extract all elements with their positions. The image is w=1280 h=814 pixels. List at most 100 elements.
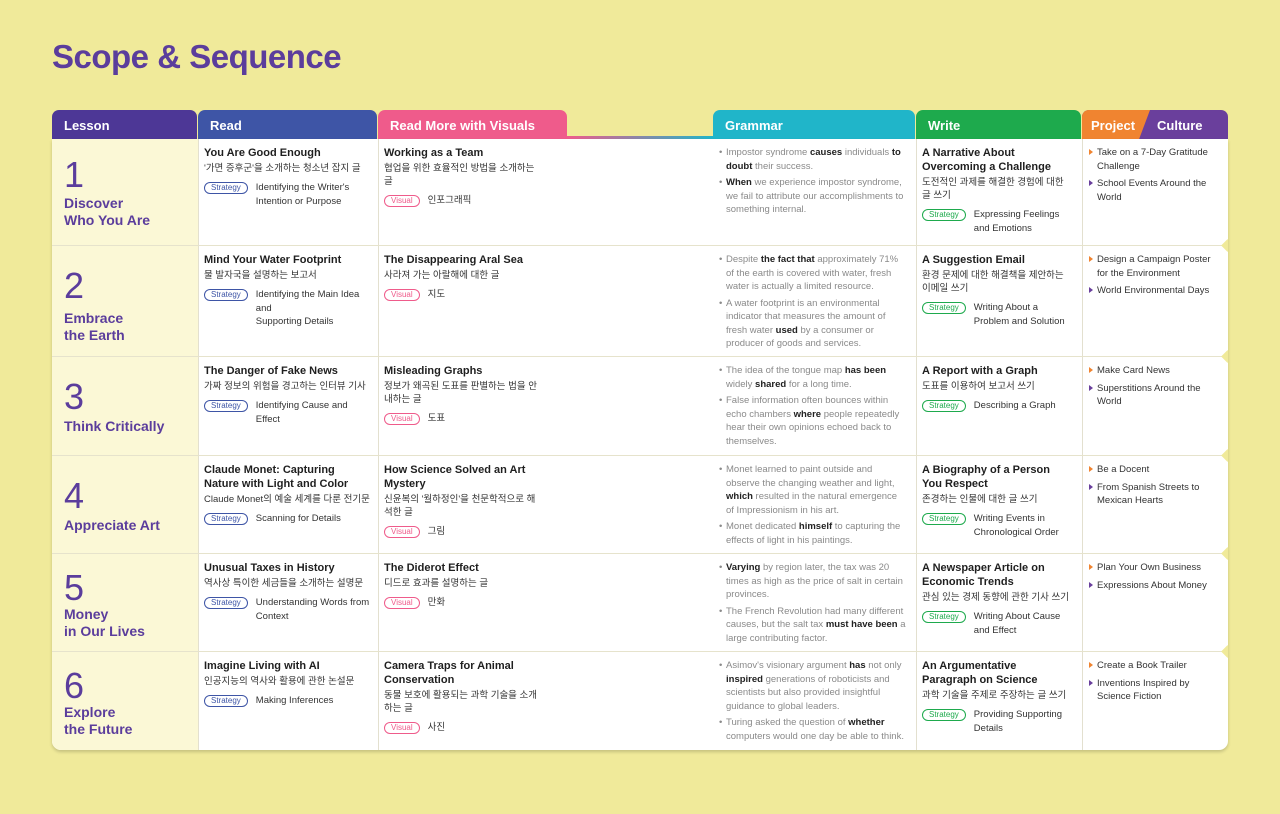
read-korean: '가면 증후군'을 소개하는 청소년 잡지 글: [204, 163, 361, 174]
strategy-tag: Strategy: [204, 695, 248, 707]
grammar-cell: Asimov's visionary argument has not only…: [719, 659, 907, 746]
strategy-text: Describing a Graph: [973, 400, 1056, 411]
visual-text: 만화: [427, 597, 446, 608]
write-korean: 관심 있는 경제 동향에 관한 기사 쓰기: [922, 592, 1069, 603]
strategy-tag: Strategy: [204, 182, 248, 194]
strategy-text: Writing About a Problem and Solution: [973, 302, 1065, 327]
lesson-number: 4: [64, 475, 85, 516]
col-divider: [1082, 357, 1083, 455]
col-divider: [198, 554, 199, 651]
read-strategy: Strategy Identifying the Writer's Intenti…: [204, 181, 372, 208]
lesson-name: Appreciate Art: [64, 517, 160, 534]
write-strategy: Strategy Expressing Feelings and Emotion…: [922, 208, 1072, 235]
read-more-korean: 사라져 가는 아랄해에 대한 글: [384, 270, 500, 281]
strategy-text: Identifying the Main Idea and Supporting …: [255, 289, 360, 327]
read-korean: 물 발자국을 설명하는 보고서: [204, 270, 317, 281]
strategy-text: Making Inferences: [255, 695, 334, 706]
strategy-tag: Strategy: [204, 513, 248, 525]
page-title: Scope & Sequence: [52, 38, 342, 75]
lesson-number: 5: [64, 567, 85, 608]
lesson-name-line1: Discover: [64, 195, 124, 211]
lesson-name-line1: Money: [64, 606, 109, 622]
write-title: A Newspaper Article on Economic Trends: [922, 562, 1045, 588]
strategy-text: Writing About Cause and Effect: [973, 611, 1061, 636]
read-more-title: The Disappearing Aral Sea: [384, 254, 523, 266]
grammar-item: Impostor syndrome causes individuals to …: [719, 146, 907, 173]
culture-item: Inventions Inspired by Science Fiction: [1088, 677, 1218, 704]
lesson-row: 5 Money in Our Lives Unusual Taxes in Hi…: [52, 547, 1228, 651]
grammar-item: Monet dedicated himself to capturing the…: [719, 520, 907, 547]
culture-item: Superstitions Around the World: [1088, 382, 1218, 409]
read-more-korean: 협업을 위한 효율적인 방법을 소개하는 글: [384, 163, 535, 187]
read-more-korean: 정보가 왜곡된 도표를 판별하는 법을 안내하는 글: [384, 381, 538, 405]
table-body: 1 Discover Who You Are You Are Good Enou…: [52, 139, 1228, 750]
read-cell: Imagine Living with AI 인공지능의 역사와 활용에 관한 …: [204, 659, 372, 708]
write-strategy: Strategy Writing About Cause and Effect: [922, 610, 1072, 637]
read-more-visual: Visual 사진: [384, 721, 544, 735]
read-korean: 역사상 특이한 세금들을 소개하는 설명문: [204, 578, 364, 589]
col-divider: [198, 652, 199, 750]
col-divider: [198, 139, 199, 245]
header-grammar: Grammar: [713, 110, 915, 139]
write-strategy: Strategy Describing a Graph: [922, 399, 1072, 413]
write-korean: 과학 기술을 주제로 주장하는 글 쓰기: [922, 690, 1067, 701]
visual-tag: Visual: [384, 597, 420, 609]
strategy-tag: Strategy: [922, 513, 966, 525]
read-strategy: Strategy Identifying the Main Idea and Su…: [204, 288, 372, 329]
lesson-name-line1: Think Critically: [64, 418, 165, 434]
header-read-more: Read More with Visuals: [378, 110, 567, 139]
write-strategy: Strategy Providing Supporting Details: [922, 708, 1072, 735]
write-strategy: Strategy Writing Events in Chronological…: [922, 512, 1072, 539]
grammar-item: Varying by region later, the tax was 20 …: [719, 561, 907, 602]
culture-item: Expressions About Money: [1088, 579, 1218, 593]
visual-tag: Visual: [384, 195, 420, 207]
read-cell: The Danger of Fake News 가짜 정보의 위험을 경고하는 …: [204, 364, 372, 426]
read-more-korean: 동물 보호에 활용되는 과학 기술을 소개하는 글: [384, 690, 538, 714]
project-culture-cell: Be a Docent From Spanish Streets to Mexi…: [1088, 463, 1218, 512]
grammar-cell: Despite the fact that approximately 71% …: [719, 253, 907, 354]
read-strategy: Strategy Understanding Words from Context: [204, 596, 372, 623]
read-strategy: Strategy Making Inferences: [204, 694, 372, 708]
project-item: Make Card News: [1088, 364, 1218, 378]
col-divider: [1082, 554, 1083, 651]
strategy-tag: Strategy: [922, 400, 966, 412]
write-korean: 도전적인 과제를 해결한 경험에 대한 글 쓰기: [922, 177, 1064, 201]
write-cell: A Newspaper Article on Economic Trends 관…: [922, 561, 1072, 637]
write-title: A Biography of a Person You Respect: [922, 464, 1050, 490]
col-divider: [378, 652, 379, 750]
read-title: The Danger of Fake News: [204, 365, 338, 377]
read-more-title: Misleading Graphs: [384, 365, 483, 377]
grammar-item: Despite the fact that approximately 71% …: [719, 253, 907, 294]
read-more-title: How Science Solved an Art Mystery: [384, 464, 526, 490]
visual-text: 인포그래픽: [427, 195, 472, 206]
lesson-name-line1: Appreciate Art: [64, 517, 160, 533]
write-cell: An Argumentative Paragraph on Science 과학…: [922, 659, 1072, 735]
read-korean: Claude Monet의 예술 세계를 다룬 전기문: [204, 494, 370, 505]
project-item: Design a Campaign Poster for the Environ…: [1088, 253, 1218, 280]
lesson-number: 6: [64, 665, 85, 706]
header-write: Write: [916, 110, 1081, 139]
read-more-visual: Visual 지도: [384, 288, 544, 302]
lesson-row: 6 Explore the Future Imagine Living with…: [52, 645, 1228, 750]
col-divider: [198, 357, 199, 455]
write-title: A Report with a Graph: [922, 365, 1038, 377]
write-cell: A Suggestion Email 환경 문제에 대한 해결책을 제안하는 이…: [922, 253, 1072, 328]
visual-text: 사진: [427, 722, 446, 733]
col-divider: [378, 554, 379, 651]
lesson-row: 4 Appreciate Art Claude Monet: Capturing…: [52, 449, 1228, 553]
read-strategy: Strategy Scanning for Details: [204, 512, 372, 526]
lesson-name-line2: the Earth: [64, 327, 125, 343]
col-divider: [916, 246, 917, 356]
write-title: An Argumentative Paragraph on Science: [922, 660, 1038, 686]
write-cell: A Report with a Graph 도표를 이용하여 보고서 쓰기 St…: [922, 364, 1072, 413]
read-more-visual: Visual 도표: [384, 412, 544, 426]
strategy-tag: Strategy: [922, 611, 966, 623]
lesson-number: 2: [64, 265, 85, 306]
lesson-name: Discover Who You Are: [64, 195, 150, 229]
lesson-name-line2: in Our Lives: [64, 623, 145, 639]
read-more-korean: 디드로 효과를 설명하는 글: [384, 578, 489, 589]
col-divider: [916, 456, 917, 553]
grammar-cell: The idea of the tongue map has been wide…: [719, 364, 907, 451]
strategy-text: Providing Supporting Details: [973, 709, 1062, 734]
read-title: Unusual Taxes in History: [204, 562, 335, 574]
